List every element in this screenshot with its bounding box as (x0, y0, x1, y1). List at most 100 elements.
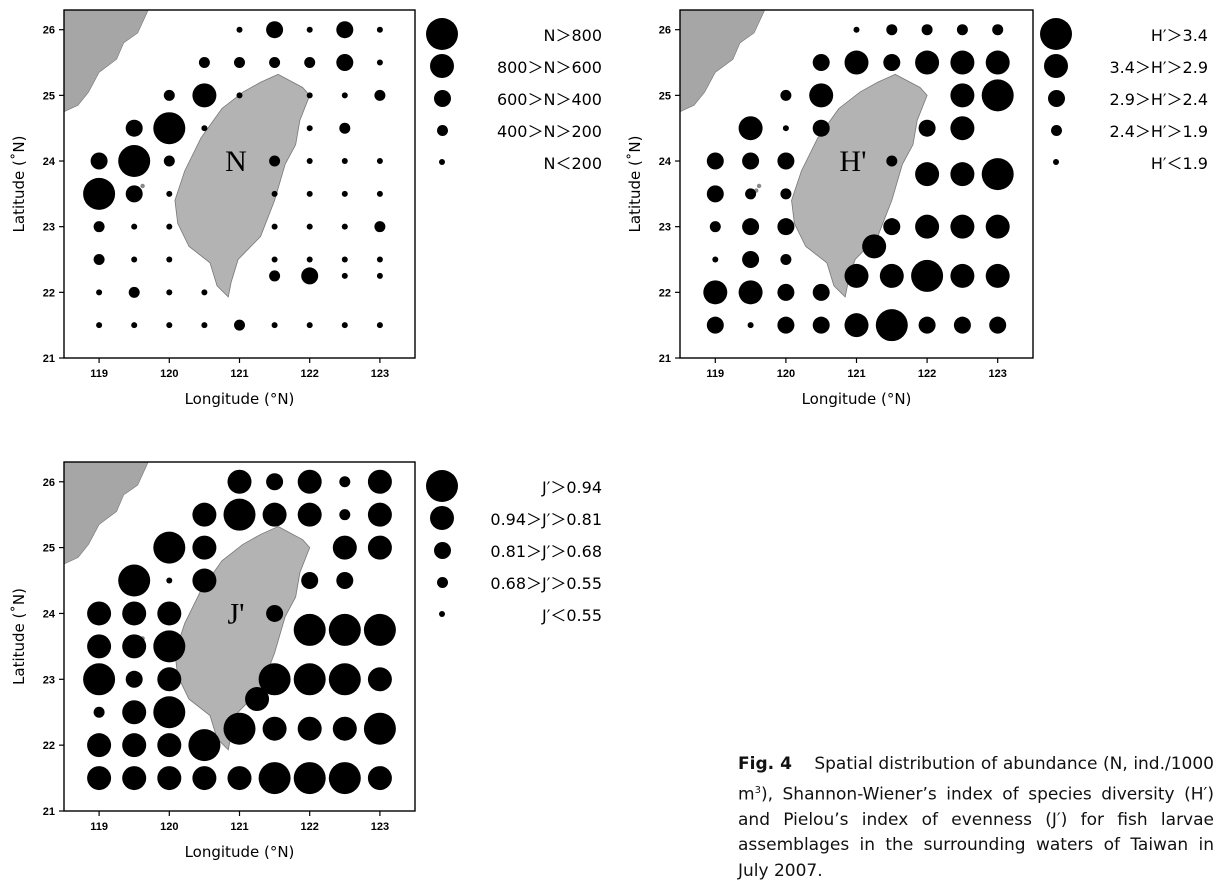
station-point (853, 26, 860, 33)
legend-item: 2.4＞H′＞1.9 (1040, 114, 1208, 146)
station-point (269, 155, 281, 167)
station-point (166, 223, 173, 230)
station-point (269, 270, 281, 282)
station-point (341, 322, 348, 329)
station-point (339, 122, 351, 134)
mainland-china-shape (63, 9, 149, 113)
station-point (198, 57, 210, 69)
legend-symbol (433, 541, 451, 559)
mainland-china-shape (63, 461, 149, 565)
station-point (336, 54, 354, 72)
station-point (125, 185, 143, 203)
station-point (266, 604, 284, 622)
station-point (301, 267, 319, 285)
station-point (336, 21, 354, 39)
map-panel-n: 119 120 121 122 123 21 22 23 24 25 26 Longitude (°N… (0, 0, 1215, 408)
station-point (336, 572, 354, 590)
y-tick-label: 25 (43, 543, 55, 555)
station-point (192, 502, 217, 527)
station-point (122, 733, 147, 758)
station-point (745, 188, 757, 200)
station-point (306, 322, 313, 329)
legend-item: N＜200 (426, 146, 602, 178)
legend-label: 0.81＞J′＞0.68 (490, 542, 602, 561)
mainland-china-shape (679, 9, 766, 113)
station-point (128, 286, 140, 298)
x-tick-label: 119 (90, 368, 108, 380)
station-point (374, 221, 386, 233)
station-point (262, 502, 287, 527)
station-point (862, 234, 887, 259)
legend-label: H′＜1.9 (1150, 154, 1208, 173)
station-point (153, 630, 186, 663)
legend-item: 0.94＞J′＞0.81 (426, 502, 602, 534)
station-point (956, 24, 968, 36)
station-point (950, 263, 975, 288)
figure-number: Fig. 4 (738, 754, 792, 774)
station-point (918, 119, 936, 137)
map-j-svg: 119 120 121 122 123 21 22 23 24 25 26 Longitude (°N… (10, 461, 416, 861)
station-point (245, 687, 270, 712)
station-point (227, 766, 252, 791)
y-tick-label: 24 (659, 156, 672, 168)
station-point (227, 469, 252, 494)
station-point (271, 256, 278, 263)
station-point (883, 218, 901, 236)
legend-item: 2.9＞H′＞2.4 (1040, 82, 1208, 114)
legend-label: 2.4＞H′＞1.9 (1109, 122, 1208, 141)
y-tick-label: 26 (43, 25, 55, 37)
station-point (777, 152, 795, 170)
station-point (328, 613, 361, 646)
station-point (376, 272, 383, 279)
x-tick-label: 122 (301, 368, 319, 380)
station-point (875, 309, 908, 342)
station-point (918, 316, 936, 334)
station-point (122, 634, 147, 659)
map-n-svg: 119 120 121 122 123 21 22 23 24 25 26 Longitude (°N… (10, 9, 416, 408)
station-point (328, 663, 361, 696)
x-axis-label: Longitude (°N) (802, 390, 912, 408)
x-tick-label: 121 (230, 368, 248, 380)
legend-item: 0.81＞J′＞0.68 (426, 534, 602, 566)
panel-label: N (225, 145, 247, 178)
legend-item: 600＞N＞400 (426, 82, 602, 114)
station-point (780, 89, 792, 101)
station-point (747, 322, 754, 329)
station-point (271, 322, 278, 329)
station-point (83, 663, 116, 696)
legend-label: 0.68＞J′＞0.55 (490, 574, 602, 593)
x-axis-label: Longitude (°N) (185, 843, 295, 861)
station-point (341, 158, 348, 165)
station-point (341, 92, 348, 99)
x-tick-label: 121 (847, 368, 865, 380)
station-point (192, 568, 217, 593)
station-point (301, 572, 319, 590)
x-axis-label: Longitude (°N) (185, 390, 295, 408)
station-point (376, 59, 383, 66)
legend-label: 0.94＞J′＞0.81 (490, 510, 602, 529)
station-point (879, 263, 904, 288)
station-point (166, 256, 173, 263)
station-point (157, 667, 182, 692)
station-point (293, 762, 326, 795)
taiwan-island-shape (174, 73, 311, 298)
station-point (341, 223, 348, 230)
station-point (703, 280, 728, 305)
y-axis-label: Latitude (˚N) (10, 136, 28, 233)
station-point (812, 283, 830, 301)
station-point (950, 214, 975, 239)
station-point (192, 83, 217, 108)
x-tick-label: 121 (230, 821, 248, 833)
legend-symbol (439, 611, 445, 617)
x-tick-label: 119 (706, 368, 724, 380)
legend-label: H′＞3.4 (1150, 26, 1208, 45)
y-tick-label: 26 (659, 25, 671, 37)
station-point (809, 83, 834, 108)
station-point (782, 125, 789, 132)
map-panel-h: 119 120 121 122 123 21 22 23 24 25 26 Longitude (°N… (0, 0, 1215, 408)
legend-symbol (430, 506, 454, 530)
station-point (118, 145, 151, 178)
legend-label: J′＞0.94 (542, 478, 602, 497)
station-point (953, 316, 971, 334)
